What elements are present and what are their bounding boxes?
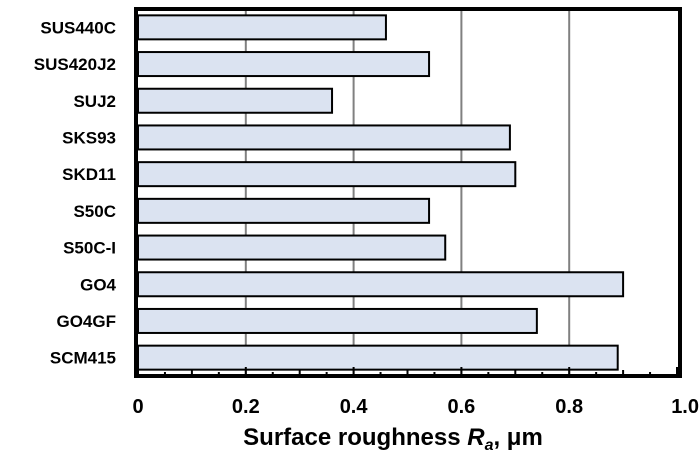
- x-axis-ticks: [137, 367, 678, 376]
- category-label: SCM415: [50, 349, 116, 368]
- category-label: SKS93: [62, 128, 116, 147]
- bar: [137, 161, 517, 188]
- category-label: SUJ2: [73, 92, 116, 111]
- x-axis-title: Surface roughness Ra, μm: [243, 424, 543, 454]
- tick-label: 0.4: [340, 396, 369, 418]
- bar: [137, 124, 511, 151]
- bar: [137, 234, 447, 261]
- tick-label: 0.6: [447, 396, 475, 418]
- x-axis-title-prefix: Surface roughness: [243, 424, 467, 451]
- x-axis-title-suffix: , μm: [493, 424, 542, 451]
- tick-label: 1.0: [671, 396, 699, 418]
- category-label: SUS440C: [40, 18, 116, 37]
- category-label: S50C-I: [63, 239, 116, 258]
- bar: [137, 51, 431, 78]
- tick-label: 0: [132, 396, 143, 418]
- bar: [137, 307, 538, 334]
- x-axis-tick-labels: 0 0.2 0.4 0.6 0.8 1.0: [132, 396, 699, 418]
- tick-label: 0.8: [555, 396, 583, 418]
- category-label: GO4GF: [56, 312, 116, 331]
- x-axis-title-subscript: a: [485, 437, 494, 454]
- category-label: SKD11: [62, 165, 116, 184]
- bar-series: [137, 14, 625, 371]
- y-axis-category-labels: SUS440C SUS420J2 SUJ2 SKS93 SKD11 S50C S50C-I G…: [34, 18, 117, 367]
- bar: [137, 271, 625, 298]
- category-label: SUS420J2: [34, 55, 116, 74]
- category-label: S50C: [73, 202, 116, 221]
- category-label: GO4: [80, 275, 116, 294]
- bar: [137, 344, 619, 371]
- bar: [137, 87, 334, 114]
- tick-label: 0.2: [232, 396, 260, 418]
- bar: [137, 14, 387, 41]
- x-axis-title-symbol: R: [467, 424, 485, 451]
- bar: [137, 197, 431, 224]
